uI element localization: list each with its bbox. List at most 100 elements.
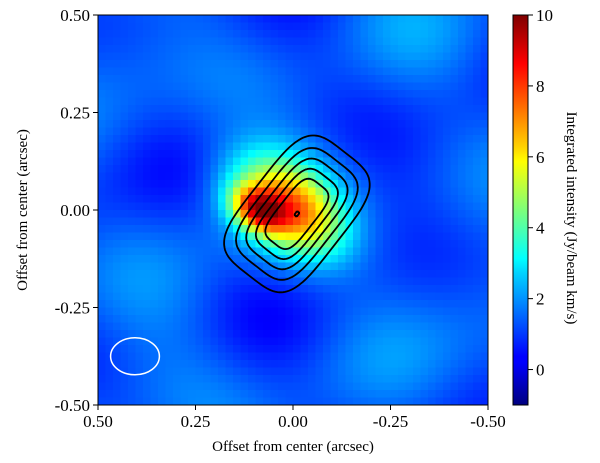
heatmap-cell (233, 397, 242, 405)
heatmap-cell (233, 157, 242, 166)
heatmap-cell (135, 292, 144, 301)
heatmap-cell (390, 217, 399, 226)
heatmap-cell (210, 255, 219, 264)
heatmap-cell (443, 232, 452, 241)
heatmap-cell (368, 367, 377, 376)
heatmap-cell (173, 285, 182, 294)
heatmap-cell (360, 352, 369, 361)
heatmap-cell (135, 127, 144, 136)
heatmap-cell (278, 322, 287, 331)
heatmap-cell (360, 150, 369, 159)
heatmap-cell (428, 330, 437, 339)
heatmap-cell (270, 397, 279, 405)
heatmap-cell (428, 382, 437, 391)
heatmap-cell (428, 292, 437, 301)
heatmap-cell (263, 397, 272, 405)
heatmap-cell (150, 397, 159, 405)
heatmap-cell (450, 45, 459, 54)
heatmap-cell (203, 255, 212, 264)
heatmap-cell (383, 330, 392, 339)
heatmap-cell (383, 270, 392, 279)
heatmap-cell (210, 345, 219, 354)
heatmap-cell (195, 210, 204, 219)
heatmap-cell (293, 352, 302, 361)
heatmap-cell (465, 82, 474, 91)
heatmap-cell (315, 240, 324, 249)
heatmap-cell (398, 255, 407, 264)
heatmap-cell (143, 330, 152, 339)
heatmap-cell (465, 247, 474, 256)
heatmap-cell (105, 30, 114, 39)
heatmap-cell (98, 165, 107, 174)
heatmap-cell (150, 82, 159, 91)
heatmap-cell (405, 157, 414, 166)
heatmap-cell (210, 322, 219, 331)
heatmap-cell (143, 187, 152, 196)
heatmap-cell (278, 112, 287, 121)
heatmap-cell (458, 75, 467, 84)
heatmap-cell (398, 82, 407, 91)
heatmap-cell (173, 345, 182, 354)
heatmap-cell (420, 157, 429, 166)
heatmap-cell (270, 90, 279, 99)
heatmap-cell (285, 127, 294, 136)
heatmap-cell (210, 307, 219, 316)
heatmap-cell (203, 90, 212, 99)
heatmap-cell (210, 142, 219, 151)
heatmap-cell (353, 352, 362, 361)
heatmap-cell (128, 37, 137, 46)
heatmap-cell (420, 120, 429, 129)
heatmap-cell (285, 382, 294, 391)
heatmap-cell (218, 352, 227, 361)
heatmap-cell (338, 82, 347, 91)
heatmap-cell (233, 172, 242, 181)
heatmap-cell (368, 45, 377, 54)
heatmap-cell (390, 45, 399, 54)
heatmap-cell (113, 15, 122, 24)
heatmap-cell (360, 187, 369, 196)
heatmap-cell (473, 337, 482, 346)
heatmap-cell (150, 217, 159, 226)
heatmap-cell (128, 262, 137, 271)
heatmap-cell (255, 90, 264, 99)
heatmap-cell (458, 120, 467, 129)
heatmap-cell (225, 150, 234, 159)
heatmap-cell (203, 270, 212, 279)
heatmap-cell (443, 45, 452, 54)
heatmap-cell (173, 307, 182, 316)
heatmap-cell (398, 180, 407, 189)
heatmap-cell (135, 60, 144, 69)
heatmap-cell (255, 315, 264, 324)
heatmap-cell (285, 352, 294, 361)
heatmap-cell (195, 322, 204, 331)
heatmap-cell (473, 135, 482, 144)
heatmap-cell (143, 75, 152, 84)
heatmap-cell (270, 277, 279, 286)
heatmap-cell (105, 165, 114, 174)
heatmap-cell (368, 142, 377, 151)
heatmap-cell (188, 127, 197, 136)
heatmap-cell (465, 255, 474, 264)
heatmap-cell (360, 127, 369, 136)
heatmap-cell (458, 217, 467, 226)
heatmap-cell (128, 22, 137, 31)
heatmap-cell (233, 135, 242, 144)
heatmap-cell (428, 232, 437, 241)
heatmap-cell (435, 52, 444, 61)
heatmap-cell (120, 22, 129, 31)
heatmap-cell (405, 112, 414, 121)
heatmap-cell (398, 52, 407, 61)
heatmap-cell (218, 150, 227, 159)
heatmap-cell (405, 255, 414, 264)
heatmap-cell (375, 232, 384, 241)
heatmap-cell (210, 120, 219, 129)
heatmap-cell (278, 82, 287, 91)
heatmap-cell (105, 90, 114, 99)
heatmap-cell (218, 277, 227, 286)
heatmap-cell (375, 315, 384, 324)
heatmap-cell (98, 202, 107, 211)
heatmap-cell (293, 15, 302, 24)
heatmap-cell (368, 60, 377, 69)
heatmap-cell (120, 210, 129, 219)
heatmap-cell (195, 217, 204, 226)
